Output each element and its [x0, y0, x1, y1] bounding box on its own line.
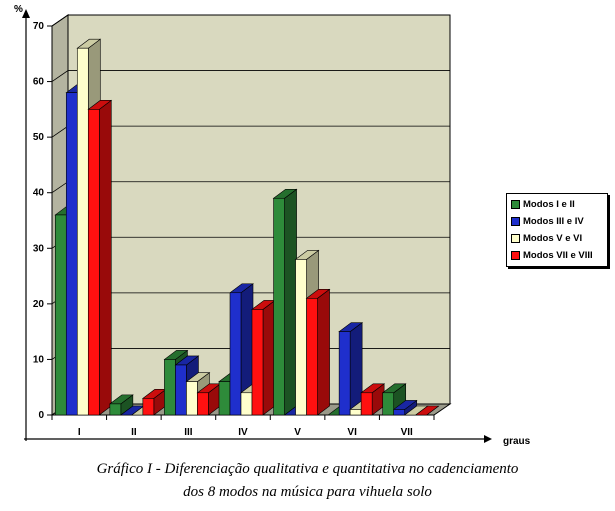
bar-front — [349, 409, 362, 416]
y-tick-label: 10 — [33, 354, 45, 365]
y-tick-label: 20 — [33, 299, 45, 310]
legend: Modos I e II Modos III e IV Modos V e VI… — [506, 193, 608, 267]
y-tick-label: 40 — [33, 188, 45, 199]
y-axis-arrow — [22, 9, 30, 18]
x-tick-label: I — [78, 427, 81, 438]
bar — [196, 383, 222, 416]
legend-label: Modos V e VI — [523, 232, 583, 244]
x-axis-arrow — [484, 435, 492, 443]
bar — [272, 188, 298, 416]
bar-front — [109, 403, 122, 416]
bars — [54, 38, 440, 416]
bar-front — [273, 197, 285, 416]
x-axis-label: graus — [503, 436, 531, 447]
bar-front — [338, 331, 351, 416]
bar — [392, 399, 418, 416]
y-tick-label: 30 — [33, 243, 45, 254]
legend-swatch — [511, 233, 520, 243]
bar — [414, 405, 440, 416]
axes — [22, 9, 492, 443]
bar — [305, 288, 331, 416]
x-tick-label: V — [294, 427, 301, 438]
bar — [338, 322, 364, 416]
y-tick-label: 50 — [33, 132, 45, 143]
gridline — [51, 70, 450, 82]
y-axis-label: % — [14, 4, 23, 15]
bar-side — [284, 188, 297, 416]
x-tick-label: IV — [238, 427, 248, 438]
bar-front — [87, 109, 100, 416]
bar-front — [295, 259, 307, 416]
x-tick-labels: I II III IV V VI VII — [78, 427, 413, 438]
bar-front — [306, 297, 318, 416]
bar-side — [262, 299, 276, 416]
bar-front — [393, 409, 406, 416]
bar-front — [382, 392, 395, 416]
x-tick-label: VI — [347, 427, 357, 438]
bar — [229, 283, 254, 416]
y-tick-labels: 0 10 20 30 40 50 60 70 — [33, 21, 45, 421]
bar-side — [98, 99, 112, 416]
x-tick-label: VII — [401, 427, 413, 438]
legend-item: Modos III e IV — [511, 214, 584, 228]
legend-label: Modos VII e VIII — [523, 249, 593, 261]
bar-side — [349, 322, 363, 416]
legend-item: Modos V e VI — [511, 231, 582, 245]
y-tick-label: 0 — [38, 410, 44, 421]
x-tick-label: II — [131, 427, 137, 438]
bar-front — [186, 381, 198, 416]
legend-item: Modos VII e VIII — [511, 248, 593, 262]
bar-front — [218, 381, 231, 416]
bar-front — [197, 392, 209, 416]
legend-swatch — [511, 250, 520, 260]
bar-front — [240, 392, 253, 416]
bar — [251, 299, 276, 416]
bar-front — [251, 309, 264, 416]
bar-front — [164, 359, 176, 416]
y-tick-label: 60 — [33, 77, 45, 88]
bar-front — [175, 364, 187, 416]
bar-front — [65, 92, 78, 416]
legend-swatch — [511, 216, 520, 226]
legend-swatch — [511, 199, 520, 209]
bar — [108, 394, 134, 416]
legend-label: Modos I e II — [523, 198, 575, 210]
x-tick-label: III — [184, 427, 193, 438]
gridline — [51, 14, 450, 27]
bar-front — [76, 47, 89, 416]
legend-item: Modos I e II — [511, 197, 575, 211]
bar-top — [414, 405, 440, 416]
caption-line-2: dos 8 modos na música para vihuela solo — [183, 484, 432, 500]
bar-front — [142, 398, 155, 416]
bar — [87, 99, 113, 416]
y-tick-label: 70 — [33, 21, 45, 32]
bar-front — [54, 214, 67, 416]
bar-front — [229, 292, 242, 416]
bar-front — [360, 392, 373, 416]
caption-line-1: Gráfico I - Diferenciação qualitativa e … — [96, 461, 519, 477]
bar-side — [317, 288, 330, 416]
legend-label: Modos III e IV — [523, 215, 584, 227]
bar — [360, 383, 386, 416]
